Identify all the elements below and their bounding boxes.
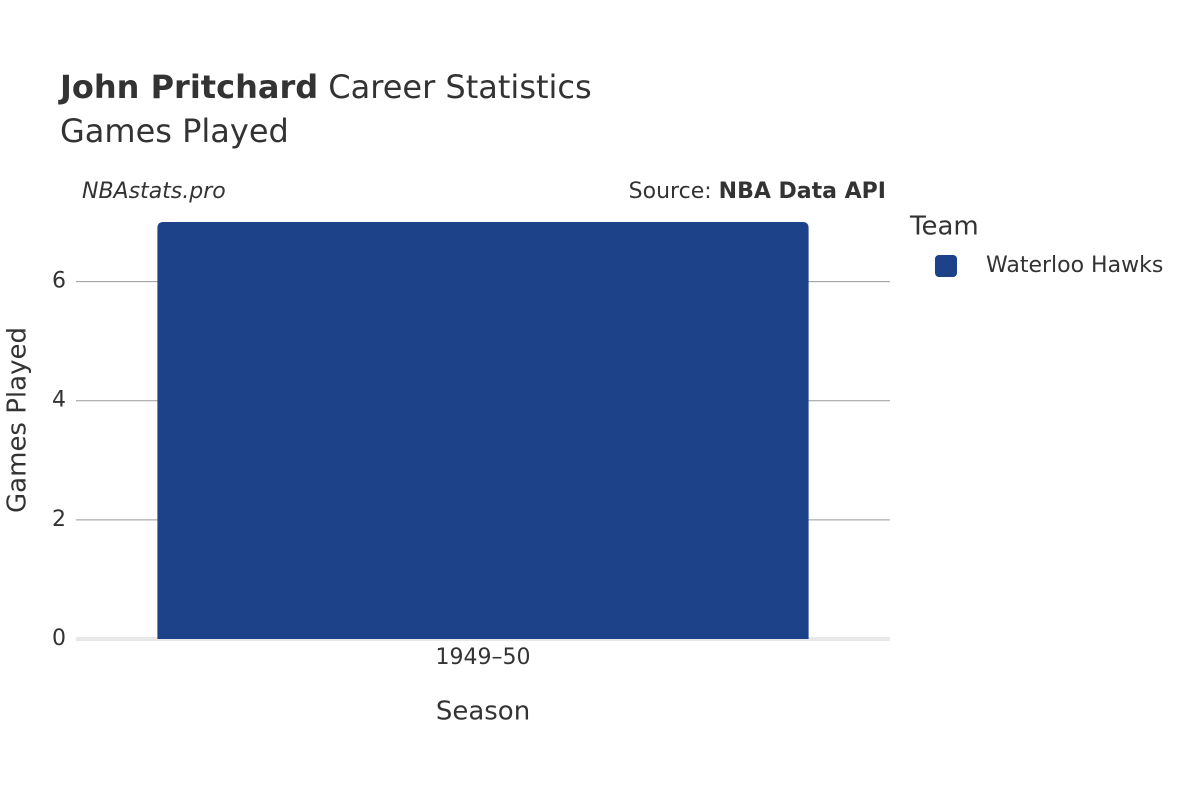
legend-title: Team bbox=[909, 212, 979, 242]
y-tick-label: 6 bbox=[52, 269, 66, 294]
legend-label: Waterloo Hawks bbox=[986, 253, 1163, 278]
y-axis-label: Games Played bbox=[3, 327, 33, 513]
y-tick-label: 0 bbox=[52, 626, 66, 651]
chart-title: John Pritchard Career Statistics bbox=[58, 68, 592, 106]
bar bbox=[157, 222, 809, 639]
credit: NBAstats.pro bbox=[82, 179, 226, 204]
source: Source: NBA Data API bbox=[629, 179, 886, 204]
y-tick-label: 2 bbox=[52, 507, 66, 532]
title-name: John Pritchard bbox=[58, 68, 318, 106]
title-rest: Career Statistics bbox=[328, 68, 591, 106]
chart-subtitle: Games Played bbox=[60, 112, 289, 150]
x-tick-label: 1949–50 bbox=[436, 645, 531, 670]
x-axis-label: Season bbox=[436, 697, 530, 727]
y-tick-label: 4 bbox=[52, 388, 66, 413]
legend-swatch bbox=[935, 255, 957, 277]
source-label: Source: bbox=[629, 179, 712, 204]
source-name: NBA Data API bbox=[719, 179, 886, 204]
